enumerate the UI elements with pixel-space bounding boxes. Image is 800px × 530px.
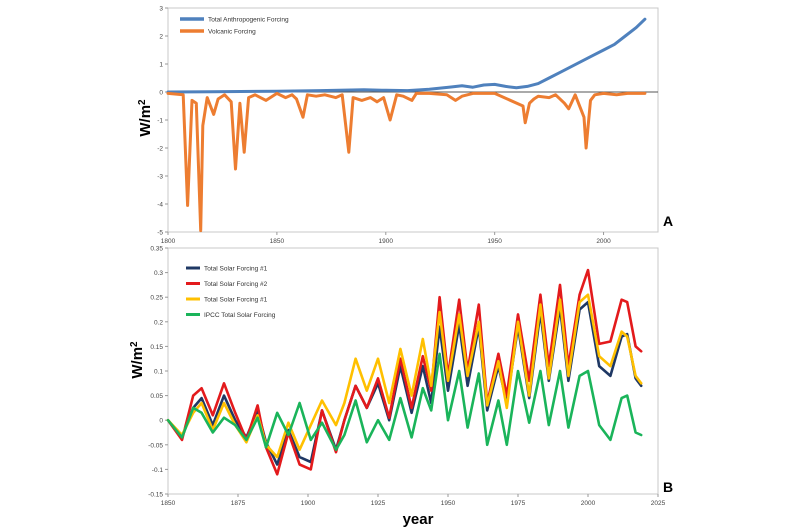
legend-label-1: Total Anthropogenic Forcing xyxy=(208,17,289,24)
y-tick-label: 0.35 xyxy=(150,246,163,253)
y-tick-label: 0.15 xyxy=(150,344,163,351)
x-tick-label: 1925 xyxy=(371,500,386,507)
y-tick-label: -0.05 xyxy=(148,442,163,449)
y-tick-label: -1 xyxy=(157,118,163,125)
legend-label-2: Total Solar Forcing #2 xyxy=(204,281,268,288)
y-tick-label: -3 xyxy=(157,174,163,181)
panel-a-label: A xyxy=(663,213,673,229)
y-tick-label: 0.2 xyxy=(154,319,163,326)
y-tick-label: 0.3 xyxy=(154,270,163,277)
x-tick-label: 1900 xyxy=(379,238,394,245)
panel-b-ticks: 0.35 0.3 0.25 0.2 0.15 0.1 0.05 0 -0.05 -0.1 -0.15… xyxy=(148,246,665,508)
series-line-2 xyxy=(166,268,643,476)
panel-b-chart: 0.35 0.3 0.25 0.2 0.15 0.1 0.05 0 -0.05 -0.1 -0.15… xyxy=(129,246,674,529)
legend-label-3: Total Solar Forcing #1 xyxy=(204,297,268,304)
panel-b-ylabel: W/m2 xyxy=(129,341,147,379)
x-tick-label: 1950 xyxy=(441,500,456,507)
panel-a-legend: Total Anthropogenic Forcing Volcanic Forc… xyxy=(180,17,289,36)
y-tick-label: 0.05 xyxy=(150,393,163,400)
y-tick-label: 0 xyxy=(159,90,163,97)
y-tick-label: -0.1 xyxy=(152,467,164,474)
series-line-2 xyxy=(166,91,647,233)
panel-a-series xyxy=(166,17,647,233)
series-line-1 xyxy=(166,17,647,94)
panel-b-xlabel: year xyxy=(403,511,434,528)
y-tick-label: 0 xyxy=(159,418,163,425)
x-tick-label: 1850 xyxy=(161,500,176,507)
panel-b-series xyxy=(166,268,643,476)
x-tick-label: 1875 xyxy=(231,500,246,507)
series-line-4 xyxy=(166,352,643,452)
y-tick-label: 1 xyxy=(159,62,163,69)
x-tick-label: 2000 xyxy=(581,500,596,507)
y-tick-label: 2 xyxy=(159,34,163,41)
y-tick-label: -2 xyxy=(157,146,163,153)
y-tick-label: 0.1 xyxy=(154,369,163,376)
x-tick-label: 1800 xyxy=(161,238,176,245)
x-tick-label: 1975 xyxy=(511,500,526,507)
y-tick-label: -4 xyxy=(157,202,163,209)
x-tick-label: 2000 xyxy=(596,238,611,245)
y-tick-label: 0.25 xyxy=(150,295,163,302)
panel-a-ylabel: W/m2 xyxy=(137,99,155,137)
y-tick-label: -5 xyxy=(157,230,163,237)
y-tick-label: 3 xyxy=(159,6,163,13)
x-tick-label: 1900 xyxy=(301,500,316,507)
panel-b-legend: Total Solar Forcing #1 Total Solar Forcin… xyxy=(186,266,276,319)
x-tick-label: 1950 xyxy=(487,238,502,245)
series-line-1 xyxy=(166,300,643,466)
y-tick-label: -0.15 xyxy=(148,492,163,499)
panel-b-label: B xyxy=(663,479,673,495)
x-tick-label: 1850 xyxy=(270,238,285,245)
legend-label-2: Volcanic Forcing xyxy=(208,29,256,36)
legend-label-1: Total Solar Forcing #1 xyxy=(204,266,268,273)
x-tick-label: 2025 xyxy=(651,500,666,507)
legend-label-4: IPCC Total Solar Forcing xyxy=(204,312,276,319)
